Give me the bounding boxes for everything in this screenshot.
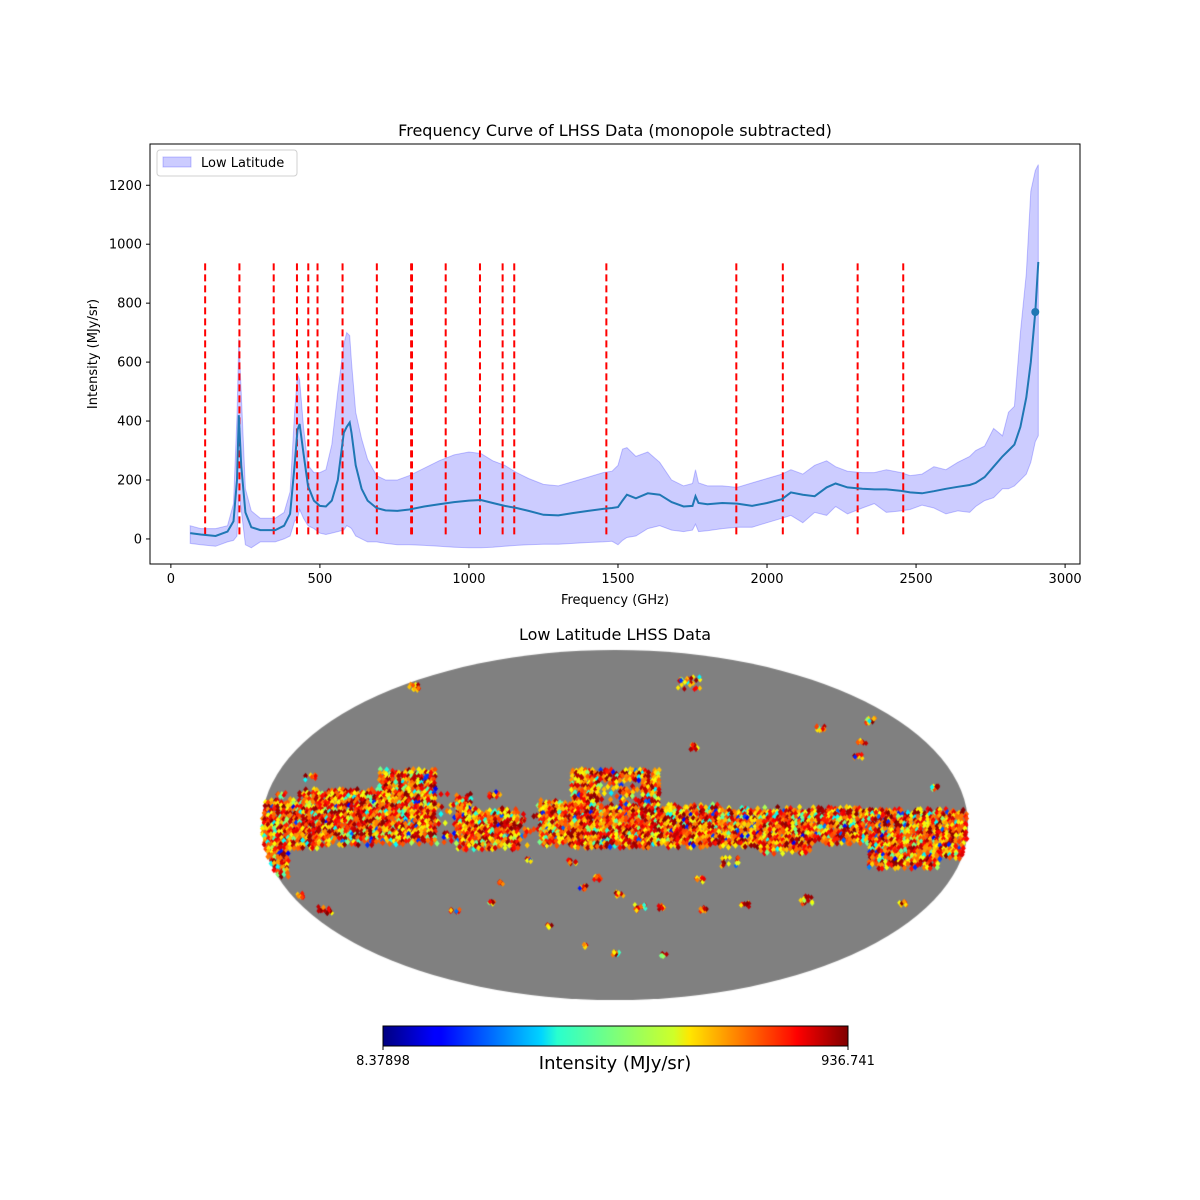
colorbar-label: Intensity (MJy/sr) — [539, 1053, 691, 1074]
colorbar-max-label: 936.741 — [821, 1054, 875, 1069]
colorbar — [382, 1025, 849, 1047]
colorbar-min-label: 8.37898 — [356, 1054, 410, 1069]
